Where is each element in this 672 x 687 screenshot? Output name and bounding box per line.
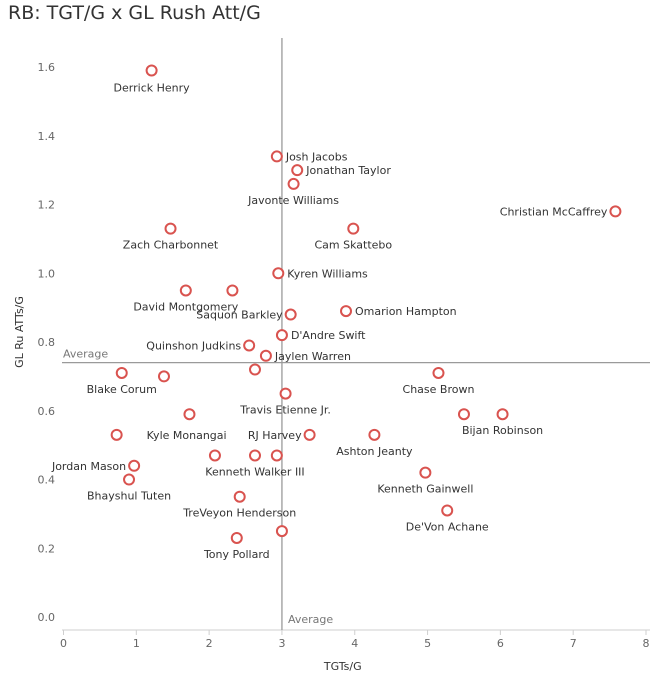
y-average-label: Average — [63, 348, 108, 361]
x-tick-label: 3 — [278, 637, 285, 650]
data-points — [110, 64, 622, 544]
x-tick-label: 1 — [133, 637, 140, 650]
data-point — [230, 531, 243, 544]
x-tick-label: 8 — [643, 637, 650, 650]
point-label: Ashton Jeanty — [336, 445, 413, 458]
x-average-label: Average — [288, 613, 333, 626]
point-label: Javonte Williams — [247, 194, 339, 207]
y-tick-label: 0.2 — [38, 542, 56, 555]
x-tick-label: 4 — [351, 637, 358, 650]
point-label: Josh Jacobs — [285, 150, 348, 163]
data-point — [123, 473, 136, 486]
data-point — [291, 164, 304, 177]
data-point — [145, 64, 158, 77]
data-point — [128, 459, 141, 472]
point-label: Saquon Barkley — [196, 309, 283, 322]
point-label: Kyle Monangai — [147, 429, 227, 442]
y-tick-label: 0.8 — [38, 336, 56, 349]
data-point — [609, 205, 622, 218]
point-label: Jordan Mason — [51, 460, 126, 473]
data-point — [275, 329, 288, 342]
data-point — [270, 150, 283, 163]
data-point — [110, 428, 123, 441]
point-label: Jaylen Warren — [274, 350, 351, 363]
data-point — [208, 449, 221, 462]
data-point — [279, 387, 292, 400]
data-point — [457, 408, 470, 421]
chart-title: RB: TGT/G x GL Rush Att/G — [8, 2, 261, 24]
data-point — [259, 349, 272, 362]
y-tick-label: 0.4 — [38, 474, 56, 487]
data-point — [226, 284, 239, 297]
data-point — [419, 466, 432, 479]
x-tick-label: 6 — [497, 637, 504, 650]
point-label: Travis Etienne Jr. — [239, 404, 331, 417]
point-label: Blake Corum — [87, 383, 157, 396]
data-point — [496, 408, 509, 421]
data-point — [368, 428, 381, 441]
point-label: Tony Pollard — [203, 548, 270, 561]
data-point — [183, 408, 196, 421]
y-tick-label: 1.6 — [38, 61, 56, 74]
point-label: Kenneth Walker III — [205, 465, 304, 478]
x-tick-label: 2 — [206, 637, 213, 650]
data-point — [284, 308, 297, 321]
data-point — [243, 339, 256, 352]
point-label: Bhayshul Tuten — [87, 490, 171, 503]
data-point — [115, 366, 128, 379]
data-point — [248, 449, 261, 462]
y-tick-label: 1.0 — [38, 267, 56, 280]
point-label: Chase Brown — [403, 383, 475, 396]
point-label: Kenneth Gainwell — [377, 483, 473, 496]
point-label: Omarion Hampton — [355, 305, 457, 318]
point-label: Cam Skattebo — [314, 239, 392, 252]
point-label: Kyren Williams — [287, 267, 368, 280]
axes-layer: 0 1 2 3 4 5 6 7 8 0.0 0.2 0.4 0.6 0.8 1.0 1.2 1.4 1.6 — [38, 61, 650, 650]
data-point — [179, 284, 192, 297]
data-point — [164, 222, 177, 235]
data-point — [270, 449, 283, 462]
x-tick-label: 5 — [424, 637, 431, 650]
data-point — [275, 525, 288, 538]
x-tick-label: 7 — [570, 637, 577, 650]
y-tick-label: 0.0 — [38, 611, 56, 624]
data-point — [340, 305, 353, 318]
point-label: David Montgomery — [133, 300, 238, 313]
point-label: Bijan Robinson — [462, 424, 543, 437]
point-label: Zach Charbonnet — [123, 239, 219, 252]
data-point — [303, 428, 316, 441]
data-point — [441, 504, 454, 517]
data-point — [233, 490, 246, 503]
point-label: D'Andre Swift — [291, 329, 366, 342]
point-label: De'Von Achane — [406, 520, 489, 533]
y-tick-label: 1.4 — [38, 130, 56, 143]
data-point — [157, 370, 170, 383]
data-point — [287, 177, 300, 190]
y-tick-label: 0.6 — [38, 405, 56, 418]
point-label: Quinshon Judkins — [146, 339, 241, 352]
point-label: RJ Harvey — [248, 429, 302, 442]
data-point — [272, 267, 285, 280]
y-axis-title: GL Ru ATTs/G — [13, 296, 26, 368]
data-point — [248, 363, 261, 376]
point-label: Derrick Henry — [114, 82, 191, 95]
x-tick-label: 0 — [60, 637, 67, 650]
data-point — [432, 366, 445, 379]
point-label: Jonathan Taylor — [305, 164, 391, 177]
point-label: Christian McCaffrey — [500, 205, 608, 218]
data-point — [347, 222, 360, 235]
x-axis-title: TGTs/G — [323, 660, 362, 673]
point-label: TreVeyon Henderson — [182, 507, 296, 520]
y-tick-label: 1.2 — [38, 199, 56, 212]
